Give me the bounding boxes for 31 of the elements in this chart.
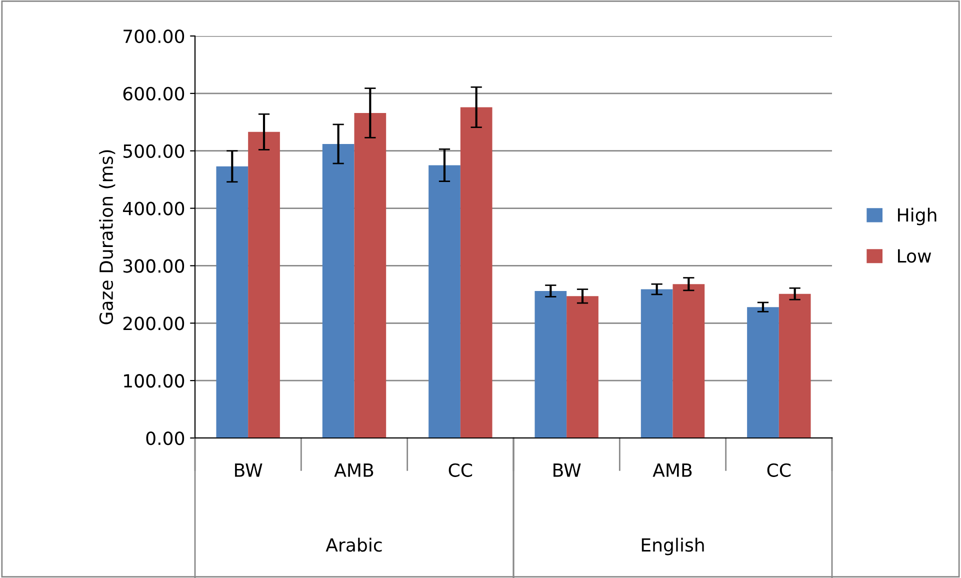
y-tick-label: 700.00: [124, 29, 184, 44]
bar: [534, 290, 567, 438]
bar: [428, 165, 460, 438]
legend-label: Low: [898, 249, 932, 263]
x-tick-label: BW: [554, 464, 581, 477]
x-tick-label: CC: [448, 463, 472, 477]
x-tick-label: BW: [235, 464, 262, 477]
y-axis-title: Gaze Duration (ms): [99, 150, 116, 324]
legend-label: High: [898, 208, 936, 226]
y-tick-label: 0.00: [146, 431, 184, 446]
text: Arabic: [326, 538, 382, 552]
text: English: [642, 538, 704, 556]
bar: [322, 144, 354, 438]
x-tick-label: AMB: [334, 464, 374, 477]
bar: [640, 289, 673, 438]
y-tick-label: 200.00: [123, 316, 184, 330]
bar: [778, 294, 811, 438]
y-tick-label: 300.00: [123, 259, 184, 273]
bar: [354, 112, 386, 438]
bar: [566, 296, 598, 438]
x-tick-label: AMB: [652, 464, 692, 477]
y-tick-label: 500.00: [123, 144, 184, 158]
bar: [248, 132, 280, 438]
y-tick-label: 400.00: [122, 202, 184, 216]
bar: [216, 166, 248, 438]
bar: [460, 107, 492, 438]
bar: [747, 307, 779, 438]
x-tick-label: CC: [767, 463, 791, 477]
bar: [672, 284, 705, 438]
y-tick-label: 100.00: [124, 374, 184, 388]
y-tick-label: 600.00: [123, 86, 184, 101]
